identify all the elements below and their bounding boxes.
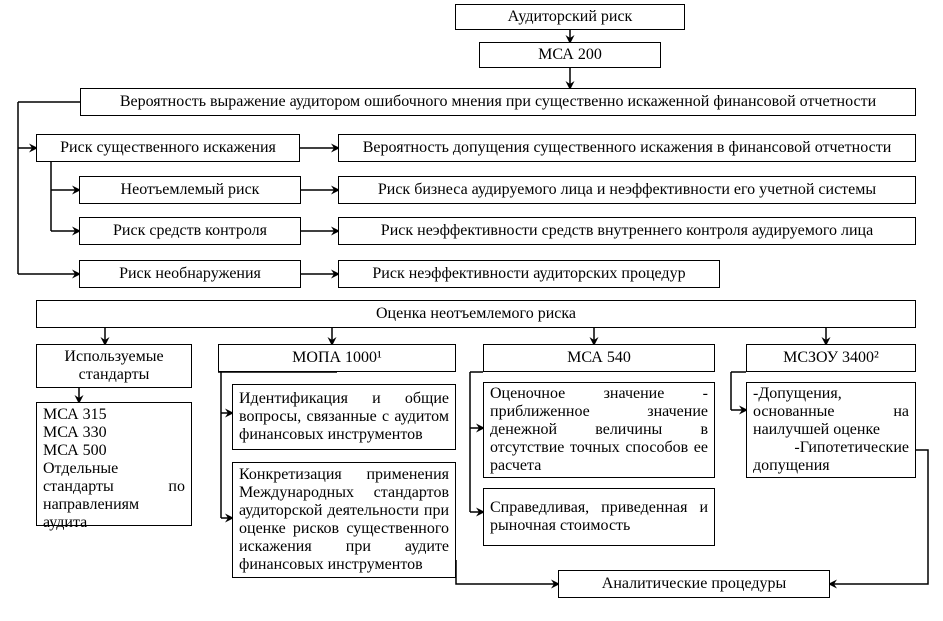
node-n_msa540_h: МСА 540 [483,344,715,372]
node-n_mszo_1: -Допущения, основанные на наилучшей оцен… [746,382,916,478]
node-n_mszo_h: МСЗОУ 3400² [746,344,916,372]
node-n_mopa_1: Идентификация и общие вопросы, связанные… [232,384,456,450]
node-n_eval: Оценка неотъемлемого риска [36,300,916,328]
node-n_prob2: Вероятность допущения существенного иска… [338,134,916,162]
node-n_ctrl: Риск средств контроля [79,217,301,245]
node-n_inh: Неотъемлемый риск [79,176,301,204]
node-n_std_l: МСА 315 МСА 330 МСА 500 Отдельные станда… [36,402,192,526]
node-n_msa200: МСА 200 [479,42,661,68]
node-n_risk_s: Риск существенного искажения [36,134,300,162]
node-n_mopa_h: МОПА 1000¹ [218,344,456,372]
node-n_det_d: Риск неэффективности аудиторских процеду… [338,260,720,288]
node-n_mopa_2: Конкретизация применения Международных с… [232,462,456,578]
node-n_inh_d: Риск бизнеса аудируемого лица и неэффект… [338,176,916,204]
node-n_det: Риск необнаружения [79,260,301,288]
node-n_prob: Вероятность выражение аудитором ошибочно… [80,88,916,116]
node-n_anal: Аналитические процедуры [558,570,830,598]
node-n_msa540_2: Справедливая, приведенная и рыночная сто… [483,488,715,546]
node-n_title: Аудиторский риск [455,4,685,30]
node-n_std_h: Используемые стандарты [36,344,192,388]
node-n_msa540_1: Оценочное значение - приближенное значен… [483,382,715,478]
node-n_ctrl_d: Риск неэффективности средств внутреннего… [338,217,916,245]
